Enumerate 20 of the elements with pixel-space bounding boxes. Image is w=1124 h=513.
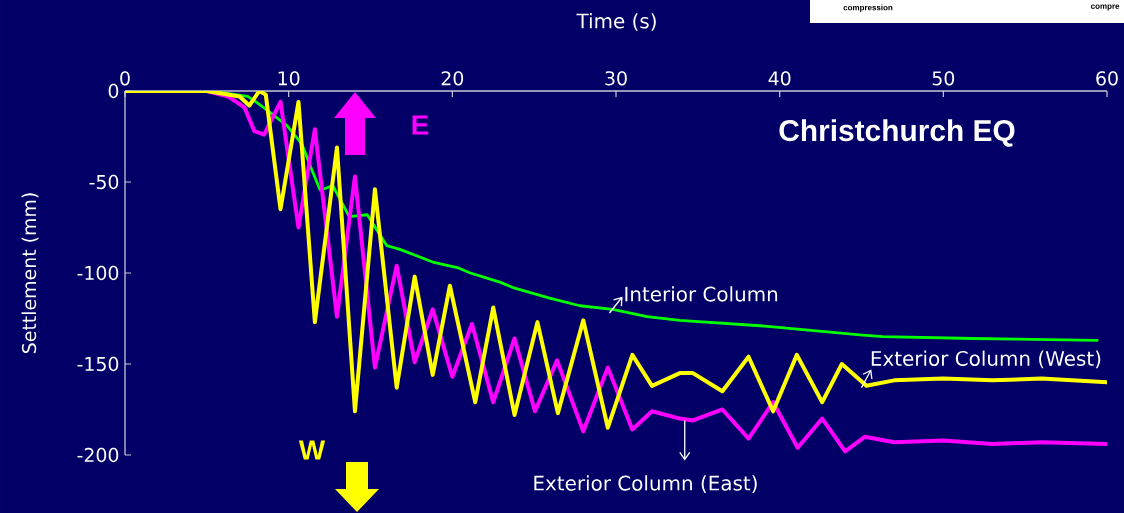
series-label: Exterior Column (West)	[871, 350, 1101, 369]
y-tick-label: 0	[108, 83, 119, 99]
x-tick-label: 10	[278, 71, 300, 86]
y-tick-label: -200	[77, 447, 119, 463]
x-tick-label: 20	[441, 71, 464, 86]
series-label: Interior Column	[625, 286, 778, 302]
y-axis-title: Settlement (mm)	[21, 193, 39, 354]
y-tick-label: -50	[89, 174, 119, 190]
x-tick-label: 50	[932, 71, 955, 86]
y-tick-label: -100	[77, 265, 119, 281]
x-tick-label: 30	[605, 71, 627, 86]
text: Christchurch EQ	[779, 119, 1015, 147]
annotation: W	[298, 440, 326, 460]
x-tick-label: 60	[1096, 71, 1118, 86]
y-tick-label: -150	[77, 356, 119, 372]
series-label: Exterior Column (East)	[534, 475, 757, 493]
x-tick-label: 0	[120, 71, 130, 86]
x-axis-title: Time (s)	[576, 13, 656, 31]
annotation: E	[412, 115, 429, 135]
x-tick-label: 40	[768, 71, 791, 86]
